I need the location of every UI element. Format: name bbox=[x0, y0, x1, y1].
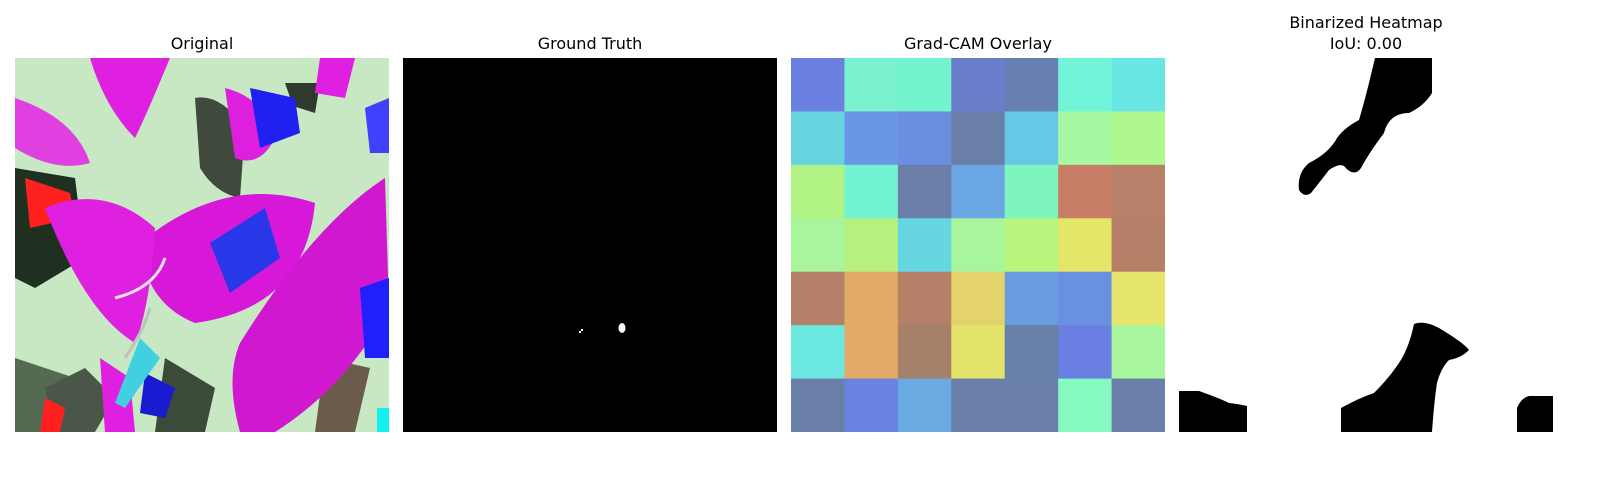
gradcam-cell bbox=[951, 111, 1006, 166]
gradcam-cell bbox=[844, 325, 899, 380]
gradcam-cell bbox=[1004, 111, 1059, 166]
gradcam-cell bbox=[791, 325, 845, 380]
gradcam-cell bbox=[897, 58, 952, 112]
gradcam-cell bbox=[1058, 164, 1113, 219]
gradcam-cell bbox=[791, 378, 845, 432]
gradcam-cell bbox=[791, 58, 845, 112]
gradcam-cell bbox=[1004, 378, 1059, 432]
gradcam-cell bbox=[844, 218, 899, 273]
gradcam-cell bbox=[951, 218, 1006, 273]
gradcam-overlay bbox=[791, 58, 1165, 432]
original-image bbox=[15, 58, 389, 432]
gradcam-cell bbox=[897, 164, 952, 219]
gradcam-cell bbox=[951, 378, 1006, 432]
gradcam-cell bbox=[1058, 111, 1113, 166]
gradcam-cell bbox=[844, 378, 899, 432]
gradcam-cell bbox=[1111, 164, 1165, 219]
gradcam-cell bbox=[897, 111, 952, 166]
ground-truth-title: Ground Truth bbox=[537, 34, 643, 53]
gradcam-cell bbox=[791, 111, 845, 166]
gradcam-cell bbox=[1058, 378, 1113, 432]
gradcam-cell bbox=[1058, 271, 1113, 326]
gradcam-cell bbox=[1004, 58, 1059, 112]
gradcam-cell bbox=[844, 164, 899, 219]
gradcam-cell bbox=[897, 378, 952, 432]
gradcam-cell bbox=[1004, 164, 1059, 219]
gradcam-cell bbox=[1111, 58, 1165, 112]
gradcam-title: Grad-CAM Overlay bbox=[904, 34, 1052, 53]
gradcam-cell bbox=[1058, 325, 1113, 380]
gradcam-cell bbox=[1111, 271, 1165, 326]
gradcam-cell bbox=[844, 58, 899, 112]
gradcam-cell bbox=[1004, 271, 1059, 326]
gradcam-cell bbox=[1111, 378, 1165, 432]
iou-score: IoU: 0.00 bbox=[1329, 34, 1403, 53]
gradcam-cell bbox=[1111, 218, 1165, 273]
gradcam-cell bbox=[1004, 325, 1059, 380]
gradcam-cell bbox=[1004, 218, 1059, 273]
gradcam-cell bbox=[791, 271, 845, 326]
original-title: Original bbox=[170, 34, 234, 53]
binarized-title: Binarized Heatmap bbox=[1289, 13, 1443, 32]
gradcam-cell bbox=[1111, 111, 1165, 166]
gradcam-cell bbox=[951, 325, 1006, 380]
gradcam-cell bbox=[951, 164, 1006, 219]
gradcam-cell bbox=[1058, 218, 1113, 273]
gradcam-cell bbox=[844, 271, 899, 326]
gradcam-cell bbox=[1058, 58, 1113, 112]
gradcam-cell bbox=[897, 271, 952, 326]
gradcam-cell bbox=[1111, 325, 1165, 380]
gradcam-cell bbox=[897, 325, 952, 380]
gradcam-cell bbox=[897, 218, 952, 273]
gradcam-cell bbox=[951, 58, 1006, 112]
ground-truth-mask bbox=[403, 58, 777, 432]
gradcam-cell bbox=[844, 111, 899, 166]
gradcam-cell bbox=[791, 164, 845, 219]
binarized-heatmap bbox=[1179, 58, 1553, 432]
gradcam-cell bbox=[791, 218, 845, 273]
gradcam-cell bbox=[951, 271, 1006, 326]
